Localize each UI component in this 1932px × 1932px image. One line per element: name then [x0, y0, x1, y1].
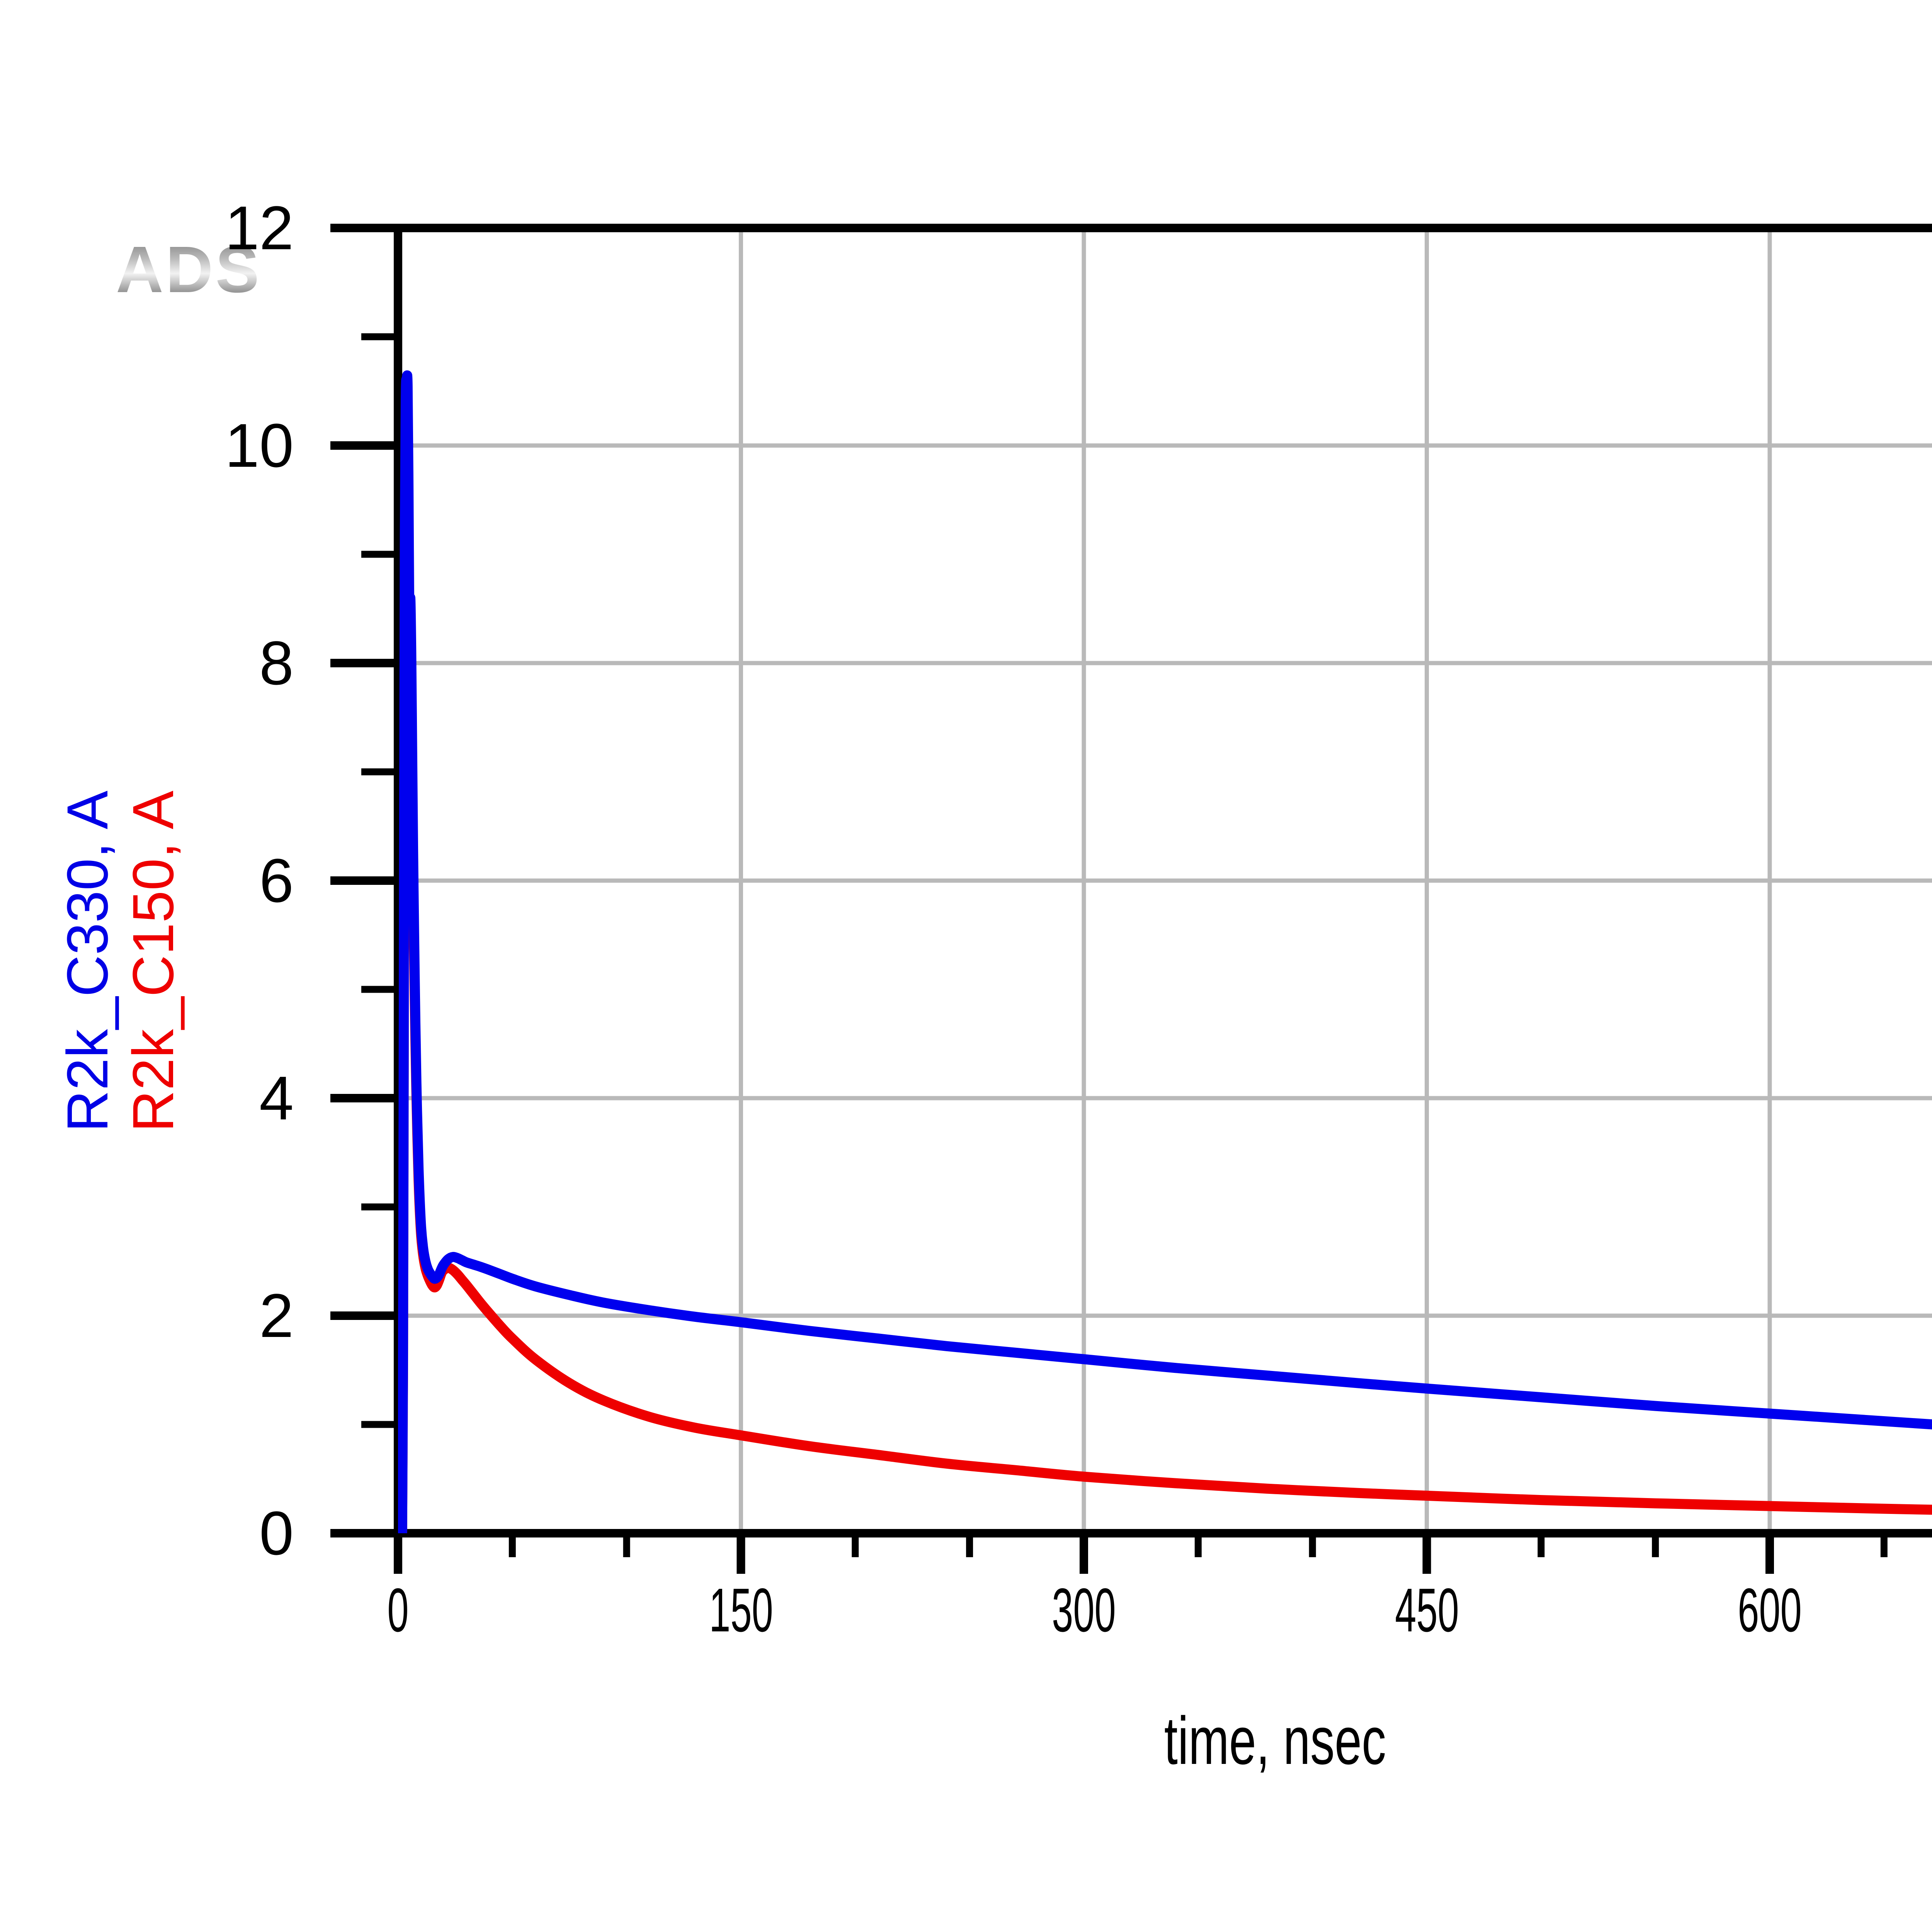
y-tick-label: 6 — [259, 846, 294, 915]
axis-ticks — [330, 224, 1888, 1574]
y-tick-label: 10 — [225, 411, 294, 480]
y-tick-label: 2 — [259, 1281, 294, 1350]
gridlines — [398, 228, 1932, 1533]
x-tick-label: 600 — [1738, 1575, 1802, 1645]
y-tick-label: 0 — [259, 1498, 294, 1568]
y-tick-label-group: 0 2 4 6 8 10 12 — [89, 0, 294, 1932]
x-axis-title: time, nsec — [1164, 1703, 1386, 1779]
ads-watermark: ADS — [116, 232, 262, 308]
x-tick-label: 450 — [1395, 1575, 1459, 1645]
x-tick-label: 0 — [387, 1575, 409, 1645]
x-tick-label: 150 — [709, 1575, 773, 1645]
y-tick-label: 4 — [259, 1063, 294, 1133]
x-tick-label: 300 — [1052, 1575, 1116, 1645]
y-tick-label: 8 — [259, 628, 294, 697]
y-tick-label: 12 — [225, 193, 294, 262]
data-curves — [398, 370, 1932, 1533]
